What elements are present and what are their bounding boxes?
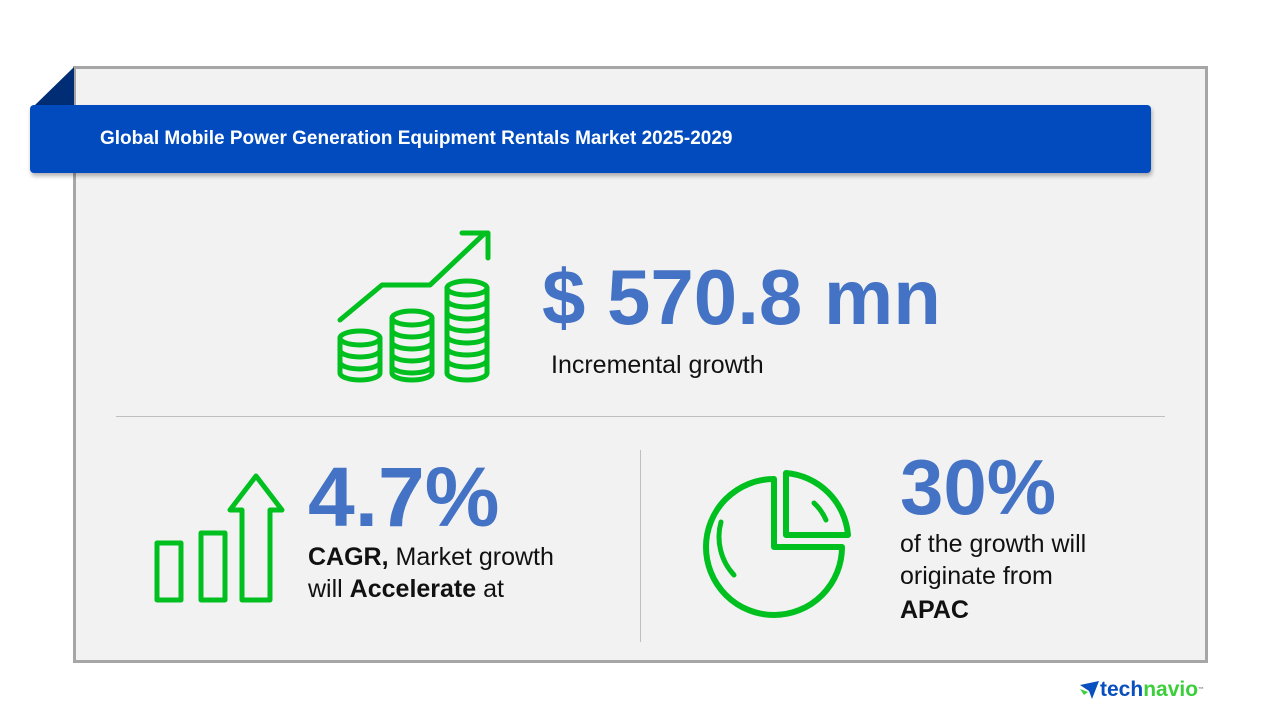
cagr-label-rest: Market growth (388, 543, 554, 571)
page-title: Global Mobile Power Generation Equipment… (100, 128, 733, 149)
logo-arrow-icon (1080, 681, 1099, 699)
region-line2: originate from (900, 562, 1053, 590)
incremental-growth-value: $ 570.8 mn (542, 253, 941, 341)
logo-tm: ™ (1198, 687, 1205, 693)
technavio-logo: tech navio ™ (1080, 678, 1204, 702)
cagr-label-bold: CAGR, (308, 543, 389, 571)
cagr-line2-post: at (476, 575, 504, 603)
cagr-label-line1: CAGR, Market growth (308, 541, 554, 573)
cagr-value: 4.7% (308, 450, 500, 544)
cagr-line2-bold: Accelerate (349, 575, 477, 603)
horizontal-divider (116, 416, 1165, 417)
bar-arrow-up-icon (154, 473, 285, 603)
region-share-value: 30% (900, 443, 1057, 531)
region-name: APAC (900, 596, 969, 624)
cagr-label-line2: will Accelerate at (308, 573, 504, 605)
logo-text-navio: navio (1143, 678, 1199, 701)
coins-growth-icon (337, 230, 491, 383)
region-line1: of the growth will (900, 530, 1087, 558)
incremental-growth-label: Incremental growth (551, 351, 764, 379)
logo-text-tech: tech (1100, 678, 1144, 701)
title-banner: Global Mobile Power Generation Equipment… (30, 105, 1151, 173)
pie-chart-icon (703, 470, 851, 618)
vertical-divider (640, 450, 641, 642)
cagr-line2-pre: will (308, 575, 350, 603)
banner-fold (34, 67, 74, 106)
